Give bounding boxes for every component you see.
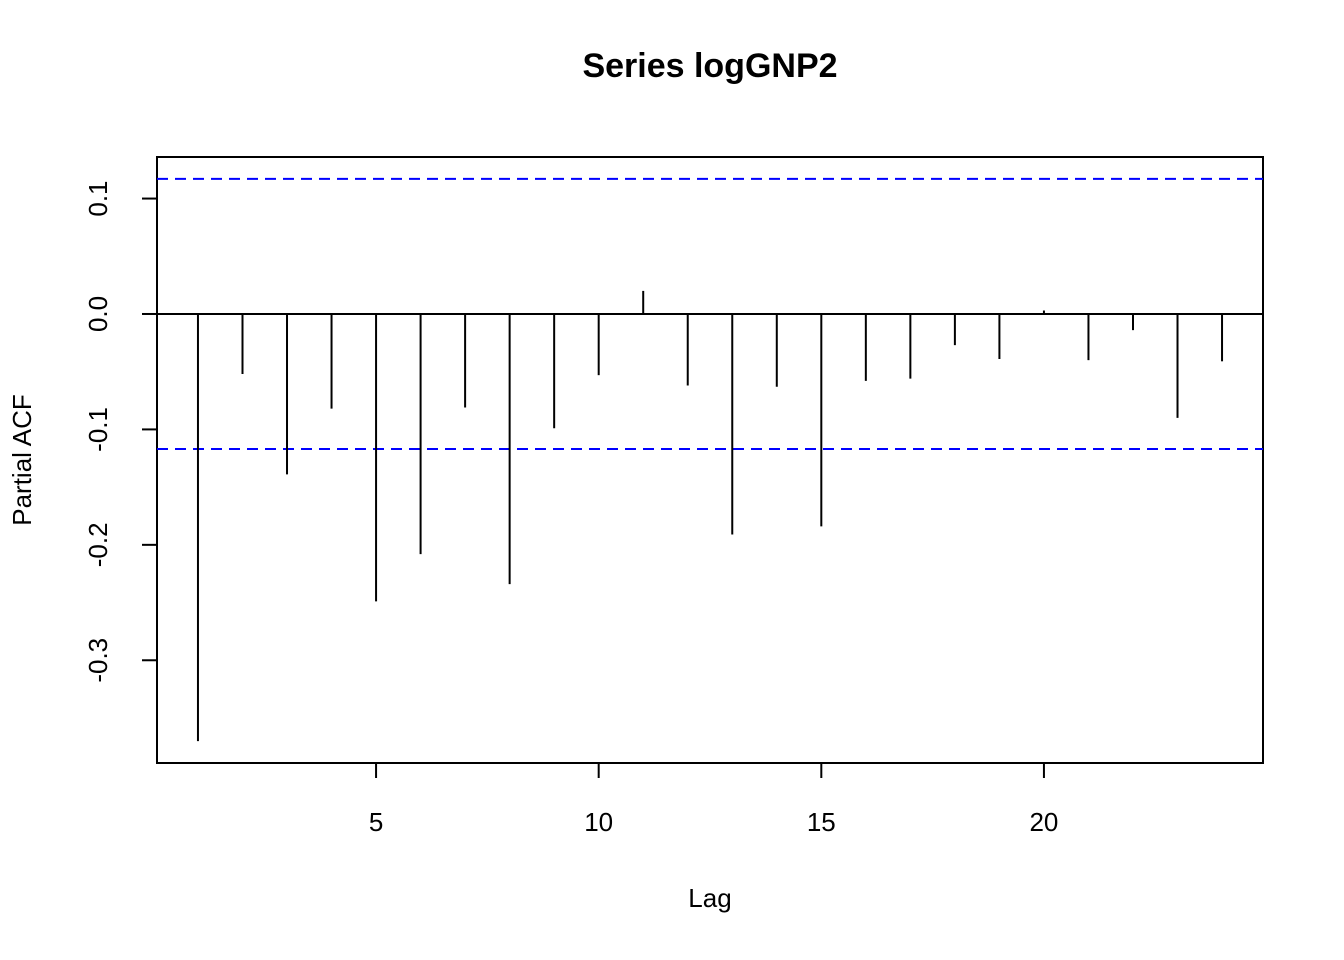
- y-tick-label: -0.1: [83, 407, 113, 452]
- x-tick-label: 15: [807, 807, 836, 837]
- y-tick-label: 0.1: [83, 180, 113, 216]
- x-tick-label: 10: [584, 807, 613, 837]
- y-tick-label: -0.2: [83, 522, 113, 567]
- x-axis-label: Lag: [688, 883, 731, 913]
- y-tick-label: 0.0: [83, 296, 113, 332]
- plot-frame: [156, 156, 1264, 764]
- y-axis-label: Partial ACF: [7, 394, 37, 526]
- chart-title: Series logGNP2: [582, 47, 837, 85]
- x-tick-label: 20: [1029, 807, 1058, 837]
- y-tick-label: -0.3: [83, 638, 113, 683]
- x-tick-label: 5: [369, 807, 383, 837]
